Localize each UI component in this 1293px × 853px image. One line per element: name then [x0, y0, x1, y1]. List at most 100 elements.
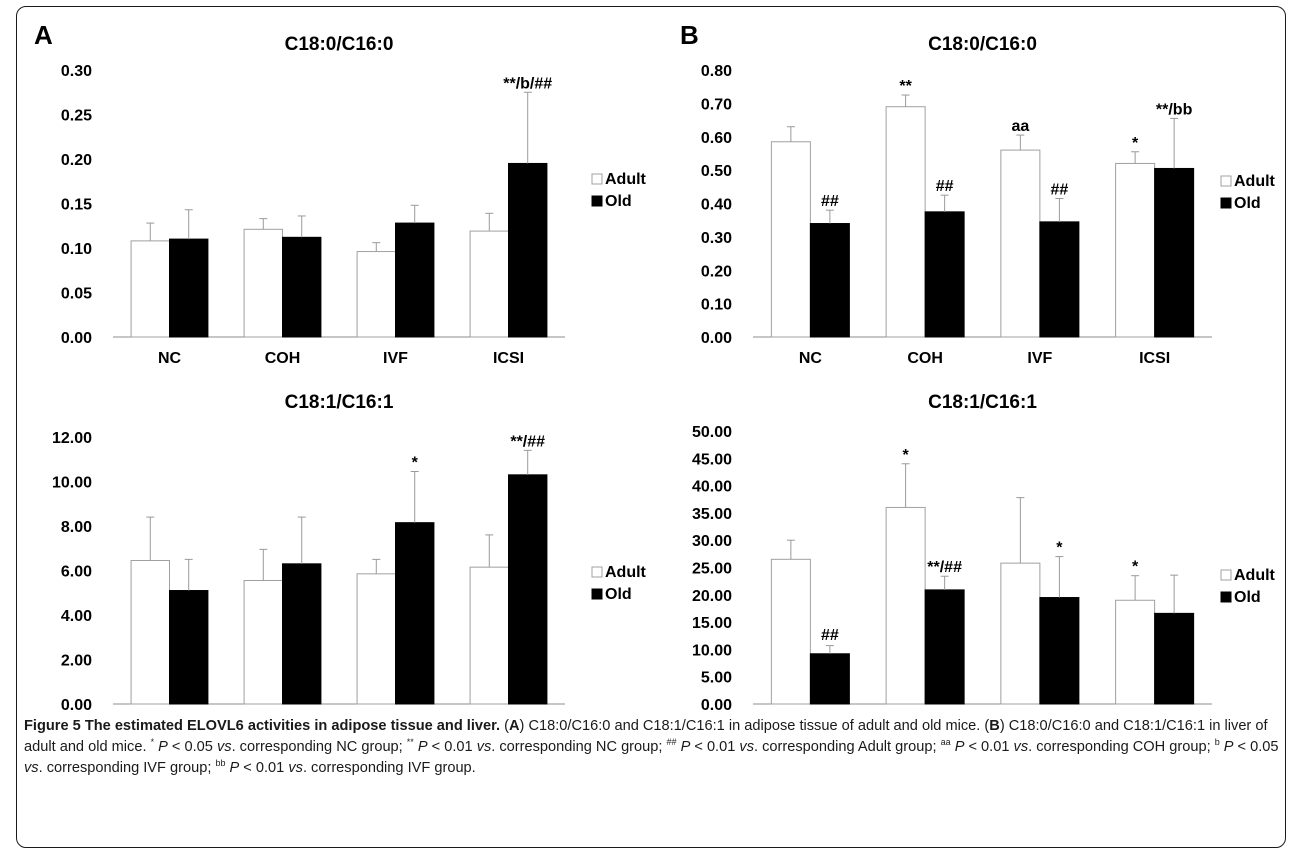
y-tick-label: 0.30: [701, 230, 732, 247]
y-tick-label: 25.00: [692, 561, 732, 578]
bar-adult: [469, 566, 509, 705]
caption-p-symbol: P: [229, 760, 240, 776]
y-tick-label: 0.00: [701, 330, 732, 347]
caption-text: < 0.01: [964, 739, 1014, 755]
bar-adult: [243, 580, 283, 705]
y-tick-label: 12.00: [52, 430, 92, 447]
figure-area: A B C18:0/C16:0 0.00 0.05 0.10 0.15 0.20 0.25 0…: [34, 20, 1276, 712]
bar-old: [169, 238, 209, 338]
caption-text: . corresponding NC group;: [491, 739, 667, 755]
significance-label: **/##: [927, 559, 962, 576]
caption-p-symbol: P: [417, 739, 428, 755]
caption-text: (: [500, 718, 509, 734]
y-tick-label: 0.70: [701, 96, 732, 113]
caption-text: < 0.05: [167, 739, 217, 755]
significance-label: **/b/##: [503, 75, 552, 92]
bar-adult: [130, 240, 170, 338]
bar-adult: [243, 228, 283, 338]
y-tick-label: 0.10: [61, 241, 92, 258]
caption-p-symbol: P: [158, 739, 168, 755]
bar-adult: [356, 573, 396, 705]
significance-label: **/##: [510, 433, 545, 450]
caption-text: < 0.01: [427, 739, 477, 755]
y-tick-label: 0.25: [61, 108, 92, 125]
caption-panel-ref-b: B: [989, 718, 1000, 734]
caption-symbol: b: [1214, 737, 1220, 748]
legend-swatch: [591, 173, 603, 185]
y-tick-label: 0.15: [61, 197, 92, 214]
chart-title: C18:0/C16:0: [285, 34, 394, 55]
bar-adult: [885, 106, 926, 338]
caption-text: . corresponding Adult group;: [754, 739, 941, 755]
charts-group: C18:0/C16:0 0.00 0.05 0.10 0.15 0.20 0.25 0.30 N…: [52, 34, 1276, 712]
y-tick-label: 0.05: [61, 286, 92, 303]
y-tick-label: 0.00: [61, 330, 92, 347]
y-tick-label: 0.00: [61, 697, 92, 712]
legend-label: Adult: [605, 171, 647, 188]
bar-old: [1039, 597, 1080, 705]
y-tick-label: 50.00: [692, 424, 732, 441]
bar-old: [1154, 167, 1195, 338]
bar-old: [508, 474, 548, 705]
significance-label: aa: [1011, 118, 1029, 135]
y-tick-label: 10.00: [692, 642, 732, 659]
bar-adult: [770, 141, 811, 338]
chart-title: C18:1/C16:1: [285, 392, 394, 413]
significance-label: **: [899, 78, 912, 95]
y-tick-label: 0.50: [701, 163, 732, 180]
bar-old: [282, 236, 322, 338]
legend-swatch: [1220, 175, 1232, 187]
legend-swatch: [1220, 569, 1232, 581]
caption-panel-ref-a: A: [509, 718, 520, 734]
y-tick-label: 15.00: [692, 615, 732, 632]
bar-adult: [1000, 149, 1041, 338]
bar-old: [924, 589, 965, 705]
caption-text: < 0.01: [690, 739, 740, 755]
significance-label: ##: [1050, 181, 1068, 198]
bar-adult: [885, 506, 926, 705]
bar-old: [809, 653, 850, 705]
y-tick-label: 5.00: [701, 670, 732, 687]
legend-swatch: [1220, 591, 1232, 603]
panel-letter-a: A: [34, 20, 53, 50]
y-tick-label: 0.10: [701, 297, 732, 314]
bar-adult: [1115, 599, 1156, 705]
bar-adult: [770, 558, 811, 705]
bar-old: [1039, 221, 1080, 338]
y-tick-label: 10.00: [52, 475, 92, 492]
bar-old: [282, 563, 322, 705]
y-tick-label: 30.00: [692, 533, 732, 550]
y-tick-label: 35.00: [692, 506, 732, 523]
significance-label: *: [903, 447, 910, 464]
caption-p-symbol: P: [954, 739, 965, 755]
chart-title: C18:1/C16:1: [928, 392, 1037, 413]
significance-label: ##: [936, 178, 954, 195]
bar-old: [169, 590, 209, 705]
bar-adult: [130, 559, 170, 705]
y-tick-label: 4.00: [61, 608, 92, 625]
significance-label: *: [412, 454, 419, 471]
x-tick-label: IVF: [383, 350, 408, 367]
x-tick-label: NC: [799, 350, 823, 367]
legend-label: Adult: [1234, 173, 1276, 190]
bar-old: [395, 522, 435, 705]
caption-vs: vs: [216, 739, 232, 755]
caption-symbol: **: [406, 737, 414, 748]
figure-frame: [16, 6, 1286, 848]
y-tick-label: 6.00: [61, 564, 92, 581]
significance-label: **/bb: [1156, 101, 1193, 118]
bar-old: [1154, 612, 1195, 705]
legend-label: Old: [605, 193, 632, 210]
caption-text: ) C18:0/C16:0 and C18:1/C16:1 in adipose…: [519, 718, 990, 734]
caption-text: < 0.01: [239, 760, 289, 776]
y-tick-label: 0.40: [701, 197, 732, 214]
bar-adult: [356, 251, 396, 338]
y-tick-label: 0.80: [701, 63, 732, 80]
caption-vs: vs: [739, 739, 754, 755]
y-tick-label: 0.20: [61, 152, 92, 169]
legend-swatch: [1220, 197, 1232, 209]
y-tick-label: 0.00: [701, 697, 732, 712]
chart-title: C18:0/C16:0: [928, 34, 1037, 55]
bar-old: [809, 223, 850, 338]
legend-label: Adult: [1234, 567, 1276, 584]
